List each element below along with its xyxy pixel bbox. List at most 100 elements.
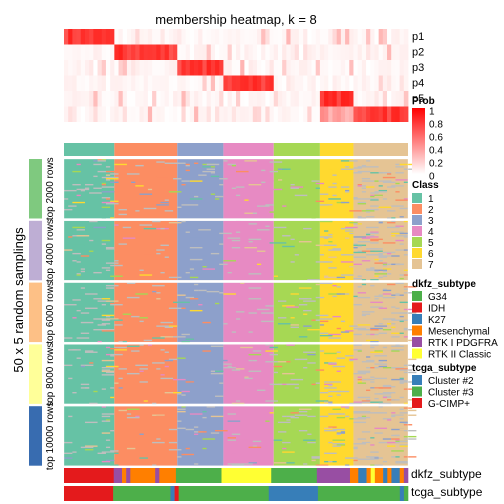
membership-cell: [298, 29, 304, 45]
panel-noise-cell: [126, 296, 140, 299]
panel-noise-cell: [328, 381, 341, 383]
class-bar-segment: [353, 143, 408, 156]
panel-noise-cell: [382, 268, 392, 270]
membership-cell: [143, 44, 149, 60]
panel-noise-cell: [143, 254, 153, 256]
panel-noise-cell: [366, 233, 371, 236]
panel-noise-cell: [395, 172, 404, 174]
panel-noise-cell: [231, 239, 241, 242]
panel-noise-cell: [80, 364, 94, 367]
panel-noise-cell: [68, 415, 73, 418]
panel-noise-cell: [332, 295, 337, 298]
panel-noise-cell: [324, 195, 329, 198]
panel-noise-cell: [139, 433, 144, 435]
panel-noise-cell: [340, 261, 354, 263]
panel-noise-cell: [378, 359, 388, 362]
membership-cell: [72, 91, 77, 107]
panel-noise-cell: [181, 453, 195, 456]
panel-noise-cell: [345, 407, 350, 409]
panel-noise-cell: [227, 413, 236, 415]
panel-noise-cell: [265, 350, 278, 352]
row-group-color: [29, 344, 42, 404]
panel-border: [63, 344, 409, 405]
membership-cell: [357, 44, 363, 60]
membership-cell: [80, 44, 86, 60]
membership-cell: [215, 75, 220, 91]
panel-noise-cell: [349, 160, 358, 162]
panel-noise-cell: [84, 183, 94, 186]
panel-noise-cell: [315, 400, 329, 402]
panel-noise-cell: [210, 175, 220, 178]
panel-noise-cell: [391, 456, 400, 458]
panel-noise-cell: [324, 352, 337, 355]
panel-noise-cell: [378, 361, 383, 363]
panel-noise-cell: [110, 178, 119, 180]
panel-noise-cell: [332, 428, 346, 431]
membership-cell: [374, 106, 380, 122]
panel-noise-cell: [156, 368, 161, 370]
panel-noise-cell: [290, 317, 295, 319]
panel-noise-cell: [353, 410, 358, 413]
panel-noise-cell: [181, 394, 186, 396]
panel-noise-cell: [340, 201, 350, 204]
panel-noise-cell: [395, 441, 400, 444]
panel-noise-cell: [403, 269, 408, 271]
panel-noise-cell: [374, 446, 383, 449]
panel-class-block: [177, 282, 224, 343]
panel-noise-cell: [248, 183, 262, 186]
panel-noise-cell: [328, 402, 333, 405]
panel-noise-cell: [256, 345, 270, 347]
panel-noise-cell: [387, 263, 396, 266]
panel-noise-cell: [64, 364, 73, 367]
panel-noise-cell: [403, 358, 417, 361]
panel-noise-cell: [353, 223, 362, 225]
panel-noise-cell: [361, 237, 371, 239]
panel-noise-cell: [319, 193, 329, 195]
panel-noise-cell: [345, 355, 354, 357]
panel-noise-cell: [319, 254, 325, 256]
panel-noise-cell: [93, 160, 98, 162]
panel-noise-cell: [72, 252, 81, 255]
membership-cell: [307, 44, 312, 60]
membership-cell: [261, 75, 266, 91]
panel-noise-cell: [93, 226, 106, 229]
class-bar-segment: [319, 143, 354, 156]
panel-noise-cell: [324, 237, 329, 239]
chart-title: membership heatmap, k = 8: [155, 12, 317, 27]
panel-noise-cell: [391, 414, 404, 416]
panel-noise-cell: [194, 162, 199, 164]
panel-noise-cell: [294, 194, 308, 197]
panel-noise-cell: [122, 237, 136, 239]
panel-noise-cell: [101, 369, 111, 371]
panel-noise-cell: [366, 378, 375, 381]
dkfz-annotation-label: dkfz_subtype: [411, 467, 482, 481]
panel-noise-cell: [105, 420, 111, 422]
panel-noise-cell: [311, 456, 320, 458]
panel-noise-cell: [382, 264, 388, 267]
membership-cell: [374, 91, 380, 107]
row-group-label: top 4000 rows: [45, 219, 56, 282]
panel-class-block: [319, 159, 354, 219]
membership-cell: [340, 29, 346, 45]
membership-cell: [290, 60, 296, 76]
panel-noise-cell: [244, 246, 257, 249]
membership-cell: [223, 44, 229, 60]
dkfz-subtype-cell: [349, 468, 359, 483]
membership-cell: [345, 29, 350, 45]
panel-noise-cell: [395, 434, 400, 437]
panel-noise-cell: [126, 173, 140, 175]
panel-noise-cell: [336, 390, 350, 393]
panel-noise-cell: [357, 286, 362, 288]
panel-noise-cell: [387, 186, 396, 188]
panel-border: [63, 158, 409, 219]
membership-row-label: p1: [412, 31, 424, 43]
membership-cell: [366, 75, 371, 91]
panel-noise-cell: [391, 450, 404, 452]
panel-noise-cell: [370, 239, 379, 242]
panel-noise-cell: [135, 185, 144, 187]
panel-noise-cell: [370, 235, 375, 237]
panel-noise-cell: [139, 457, 148, 459]
panel-noise-cell: [357, 376, 362, 378]
panel-noise-cell: [324, 261, 333, 263]
panel-noise-cell: [198, 229, 211, 231]
